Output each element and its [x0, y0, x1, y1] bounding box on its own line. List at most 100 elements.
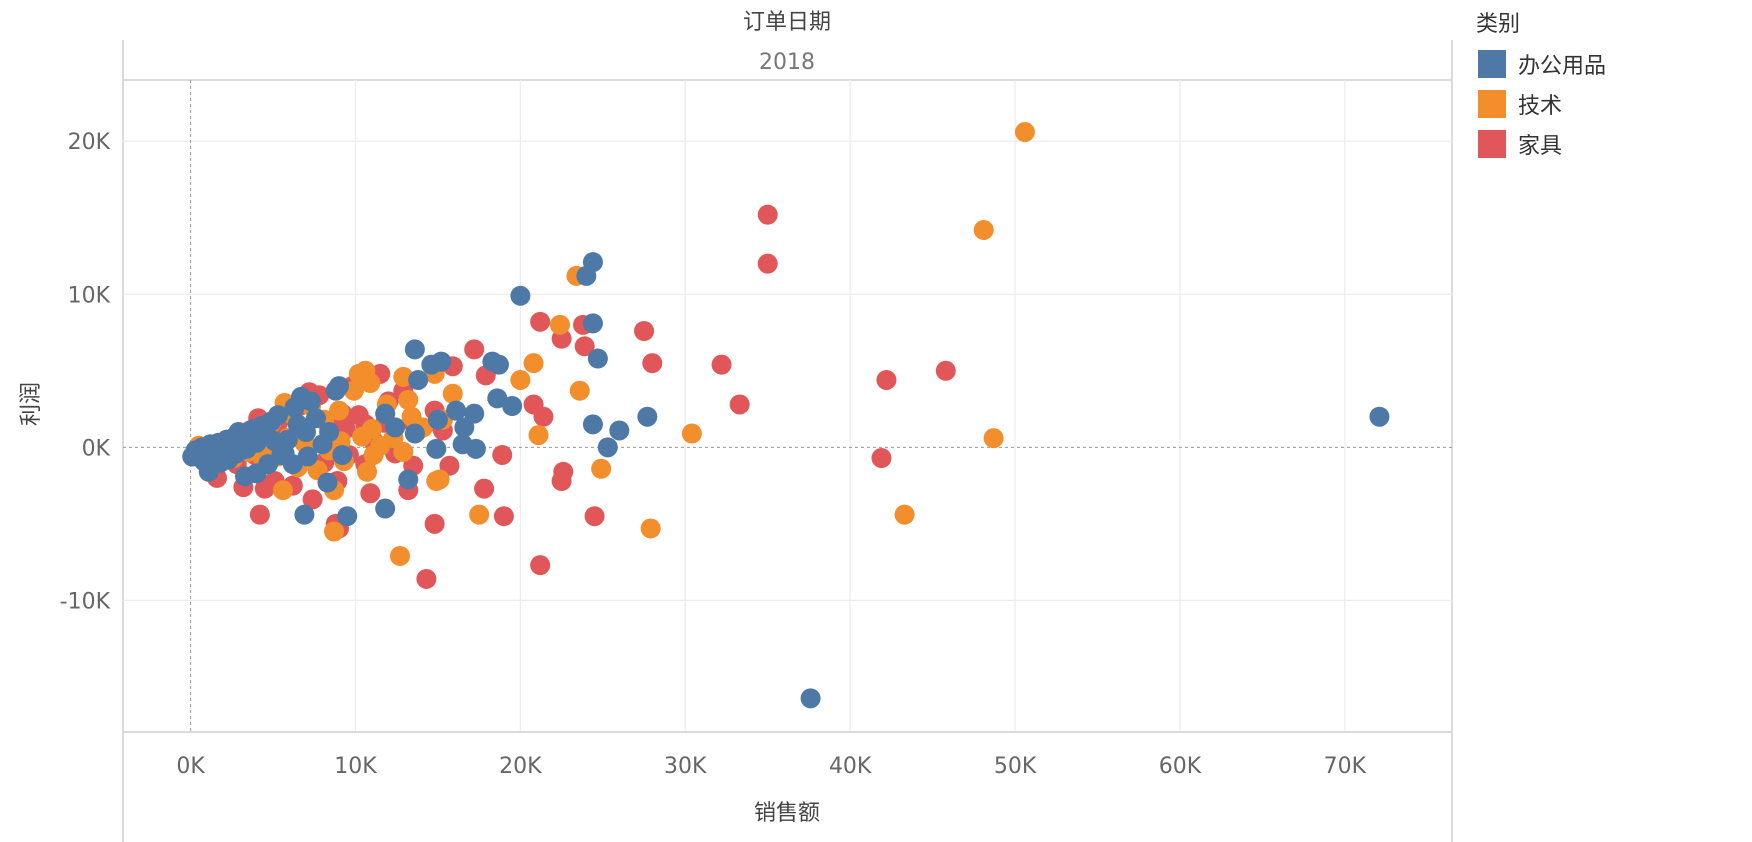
data-point: [493, 506, 514, 527]
x-tick-label: 20K: [499, 754, 542, 779]
data-point: [329, 400, 350, 421]
data-point: [360, 373, 381, 394]
data-point: [439, 455, 460, 476]
data-point: [398, 469, 419, 490]
data-point: [203, 441, 224, 462]
data-point: [487, 388, 508, 409]
x-tick-label: 50K: [994, 754, 1037, 779]
data-point: [426, 470, 447, 491]
legend-label: 技术: [1518, 94, 1563, 119]
data-point: [360, 483, 381, 504]
data-point: [446, 400, 467, 421]
data-point: [337, 506, 358, 527]
data-point: [582, 313, 603, 334]
data-point: [393, 441, 414, 462]
data-point: [637, 406, 658, 427]
data-point: [390, 545, 411, 566]
data-point: [427, 409, 448, 430]
data-point: [370, 435, 391, 456]
legend-title: 类别: [1476, 12, 1521, 37]
data-point: [642, 353, 663, 374]
data-point: [800, 688, 821, 709]
y-tick-label: 20K: [68, 130, 111, 155]
data-point: [582, 414, 603, 435]
data-point: [729, 394, 750, 415]
data-point: [464, 403, 485, 424]
legend-item-office[interactable]: 办公用品: [1476, 44, 1746, 84]
data-point: [469, 504, 490, 525]
y-axis-title: 利润: [19, 382, 44, 426]
data-point: [188, 444, 209, 465]
data-point: [287, 414, 308, 435]
data-point: [871, 448, 892, 469]
data-point: [464, 339, 485, 360]
data-point: [272, 480, 293, 501]
legend-swatch: [1478, 50, 1506, 78]
data-point: [249, 504, 270, 525]
data-point: [569, 380, 590, 401]
data-point: [530, 311, 551, 332]
data-point: [1014, 122, 1035, 143]
data-point: [894, 504, 915, 525]
panel-year-label: 2018: [759, 50, 815, 75]
x-tick-label: 10K: [334, 754, 377, 779]
data-point: [510, 285, 531, 306]
data-point: [408, 369, 429, 390]
data-point: [523, 353, 544, 374]
data-point: [533, 406, 554, 427]
legend-item-technology[interactable]: 技术: [1476, 84, 1746, 124]
data-point: [574, 336, 595, 357]
data-point: [609, 420, 630, 441]
data-point: [634, 321, 655, 342]
data-point: [681, 423, 702, 444]
x-tick-label: 30K: [664, 754, 707, 779]
data-point: [973, 219, 994, 240]
data-point: [530, 555, 551, 576]
data-point: [404, 339, 425, 360]
data-point: [1369, 406, 1390, 427]
data-point: [510, 369, 531, 390]
data-point: [404, 423, 425, 444]
data-point: [258, 454, 279, 475]
data-point: [711, 354, 732, 375]
legend-swatch: [1478, 90, 1506, 118]
y-tick-label: 10K: [68, 283, 111, 308]
data-point: [757, 204, 778, 225]
grid-lines: [123, 80, 1452, 732]
data-point: [597, 437, 618, 458]
x-tick-label: 70K: [1324, 754, 1367, 779]
x-tick-label: 40K: [829, 754, 872, 779]
data-point: [454, 417, 475, 438]
data-point: [393, 366, 414, 387]
legend-label: 家具: [1518, 134, 1563, 159]
legend-label: 办公用品: [1518, 54, 1607, 79]
legend-item-furniture[interactable]: 家具: [1476, 124, 1746, 164]
data-point: [398, 389, 419, 410]
data-point: [357, 461, 378, 482]
data-point: [465, 438, 486, 459]
data-point: [935, 360, 956, 381]
data-point: [549, 314, 570, 335]
data-point: [983, 428, 1004, 449]
data-point: [332, 444, 353, 465]
data-point: [502, 396, 523, 416]
data-point: [228, 422, 249, 443]
x-tick-label: 0K: [176, 754, 205, 779]
data-point: [385, 417, 406, 438]
data-point: [352, 426, 373, 447]
data-point: [482, 351, 503, 372]
data-point: [591, 458, 612, 479]
legend-swatch: [1478, 130, 1506, 158]
data-point: [421, 354, 442, 375]
column-header-title: 订单日期: [743, 10, 831, 35]
data-point: [297, 446, 318, 467]
data-point: [317, 472, 338, 493]
data-point: [876, 369, 897, 390]
data-point: [284, 397, 305, 418]
zero-reference-lines: [123, 80, 1452, 732]
data-point: [302, 489, 323, 510]
data-point: [348, 405, 369, 426]
x-tick-label: 60K: [1159, 754, 1202, 779]
data-points: [182, 122, 1390, 709]
